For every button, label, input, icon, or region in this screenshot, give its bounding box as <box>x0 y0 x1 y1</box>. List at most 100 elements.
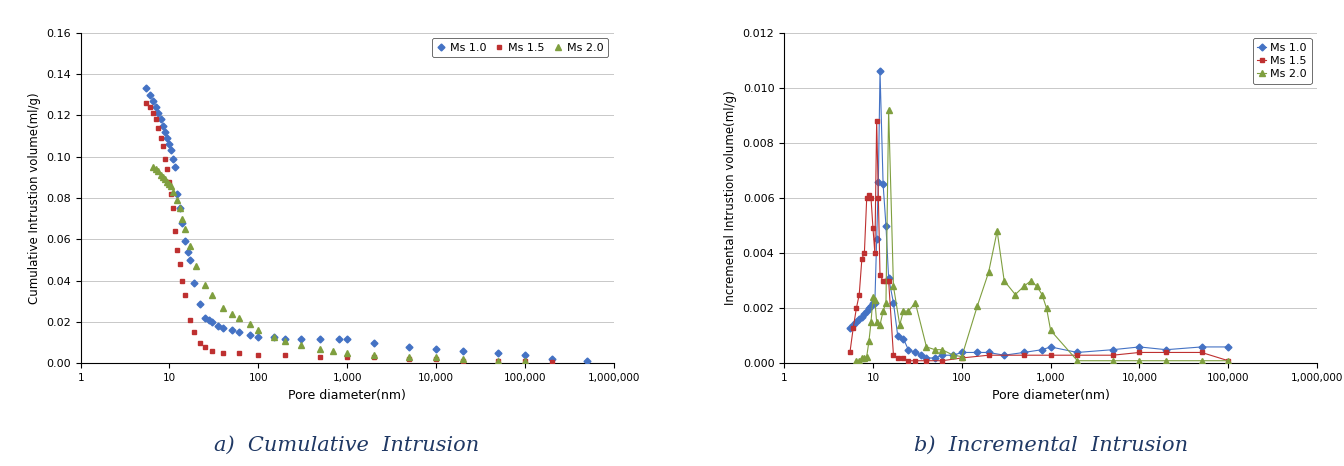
Ms 1.0 <box>875 181 891 187</box>
Ms 1.5 <box>196 344 212 350</box>
Ms 2.0 <box>196 282 212 288</box>
Ms 1.5 <box>900 358 917 363</box>
Ms 2.0 <box>875 308 891 314</box>
Ms 1.5 <box>366 355 382 360</box>
Ms 2.0 <box>145 164 161 170</box>
Ms 1.0 <box>856 311 872 317</box>
Ms 2.0 <box>1007 292 1023 297</box>
Legend: Ms 1.0, Ms 1.5, Ms 2.0: Ms 1.0, Ms 1.5, Ms 2.0 <box>431 38 607 57</box>
Ms 1.0 <box>1034 347 1050 352</box>
Y-axis label: Incremental Intrustion volume(ml/g): Incremental Intrustion volume(ml/g) <box>724 91 737 305</box>
Ms 2.0 <box>954 354 970 359</box>
Ms 2.0 <box>1043 328 1059 333</box>
Ms 1.0 <box>862 306 878 311</box>
Text: a)  Cumulative  Intrusion: a) Cumulative Intrusion <box>215 436 480 455</box>
Ms 1.5 <box>231 350 247 356</box>
Ms 1.0 <box>1193 344 1210 350</box>
Ms 1.5 <box>277 352 293 358</box>
Ms 2.0 <box>151 168 167 174</box>
Ms 1.5 <box>204 348 220 354</box>
Ms 1.5 <box>880 278 896 283</box>
Ms 1.0 <box>192 301 208 306</box>
Ms 1.5 <box>867 250 883 256</box>
Ms 2.0 <box>866 295 882 300</box>
Ms 2.0 <box>231 315 247 321</box>
Ms 1.0 <box>242 332 258 337</box>
Ms 1.0 <box>848 319 864 325</box>
Ms 1.5 <box>875 278 891 283</box>
Ms 1.5 <box>165 206 181 211</box>
Ms 1.5 <box>851 292 867 297</box>
Ms 2.0 <box>204 293 220 298</box>
Ms 2.0 <box>172 206 188 211</box>
Ms 1.5 <box>172 261 188 267</box>
Ms 1.5 <box>907 358 923 363</box>
Ms 1.5 <box>954 355 970 361</box>
Ms 1.0 <box>1132 344 1148 350</box>
Ms 1.5 <box>163 191 179 197</box>
Ms 1.0 <box>863 303 879 308</box>
Ms 1.5 <box>181 317 198 323</box>
Ms 1.0 <box>331 336 347 342</box>
Y-axis label: Cumulative Intrustion volume(ml/g): Cumulative Intrustion volume(ml/g) <box>28 92 40 304</box>
Ms 2.0 <box>1034 292 1050 297</box>
Ms 2.0 <box>859 354 875 359</box>
Ms 2.0 <box>1220 358 1236 363</box>
Ms 2.0 <box>878 300 894 306</box>
Ms 1.5 <box>856 250 872 256</box>
Ms 2.0 <box>872 322 888 328</box>
Ms 2.0 <box>1016 283 1032 289</box>
Ms 1.5 <box>153 135 169 141</box>
Ms 1.0 <box>163 148 179 153</box>
Ms 2.0 <box>491 359 507 364</box>
Ms 1.5 <box>890 355 906 361</box>
Ms 2.0 <box>868 319 884 325</box>
Ms 1.0 <box>177 239 194 244</box>
Ms 1.0 <box>981 350 997 355</box>
Ms 2.0 <box>934 347 950 352</box>
Ms 1.0 <box>907 350 923 355</box>
Ms 1.0 <box>543 356 559 362</box>
Ms 1.0 <box>148 104 164 110</box>
Text: b)  Incremental  Intrusion: b) Incremental Intrusion <box>914 436 1188 455</box>
X-axis label: Pore diameter(nm): Pore diameter(nm) <box>992 389 1110 402</box>
Ms 1.0 <box>165 156 181 162</box>
Ms 1.0 <box>880 275 896 281</box>
Ms 2.0 <box>165 189 181 195</box>
Ms 1.5 <box>878 278 894 283</box>
Ms 1.5 <box>1105 352 1121 358</box>
Ms 2.0 <box>900 308 917 314</box>
Ms 1.5 <box>1016 352 1032 358</box>
Ms 1.5 <box>841 350 857 355</box>
Ms 1.0 <box>250 334 266 339</box>
Ms 1.0 <box>866 300 882 306</box>
Ms 2.0 <box>989 228 1005 234</box>
Ms 2.0 <box>223 311 239 317</box>
Ms 1.0 <box>851 316 867 322</box>
Ms 2.0 <box>863 319 879 325</box>
Ms 2.0 <box>516 359 532 364</box>
Ms 1.5 <box>192 340 208 346</box>
Ms 1.0 <box>151 110 167 116</box>
Ms 1.5 <box>859 195 875 201</box>
Ms 1.0 <box>266 334 282 339</box>
Ms 1.0 <box>141 92 157 97</box>
Ms 1.5 <box>871 195 887 201</box>
Ms 1.0 <box>913 352 929 358</box>
Ms 1.5 <box>848 306 864 311</box>
Ms 2.0 <box>181 243 198 248</box>
Ms 1.5 <box>339 355 355 360</box>
Ms 1.5 <box>145 110 161 116</box>
Ms 1.5 <box>148 116 164 122</box>
Ms 1.0 <box>138 86 155 91</box>
Ms 1.0 <box>491 350 507 356</box>
Ms 2.0 <box>215 305 231 310</box>
Ms 1.5 <box>543 360 559 365</box>
Ms 1.5 <box>427 356 444 362</box>
Ms 1.0 <box>927 355 943 361</box>
Ms 2.0 <box>1039 306 1055 311</box>
Ms 1.0 <box>895 336 911 342</box>
Ms 1.0 <box>934 352 950 358</box>
Ms 1.0 <box>277 336 293 342</box>
Ms 1.0 <box>145 98 161 103</box>
